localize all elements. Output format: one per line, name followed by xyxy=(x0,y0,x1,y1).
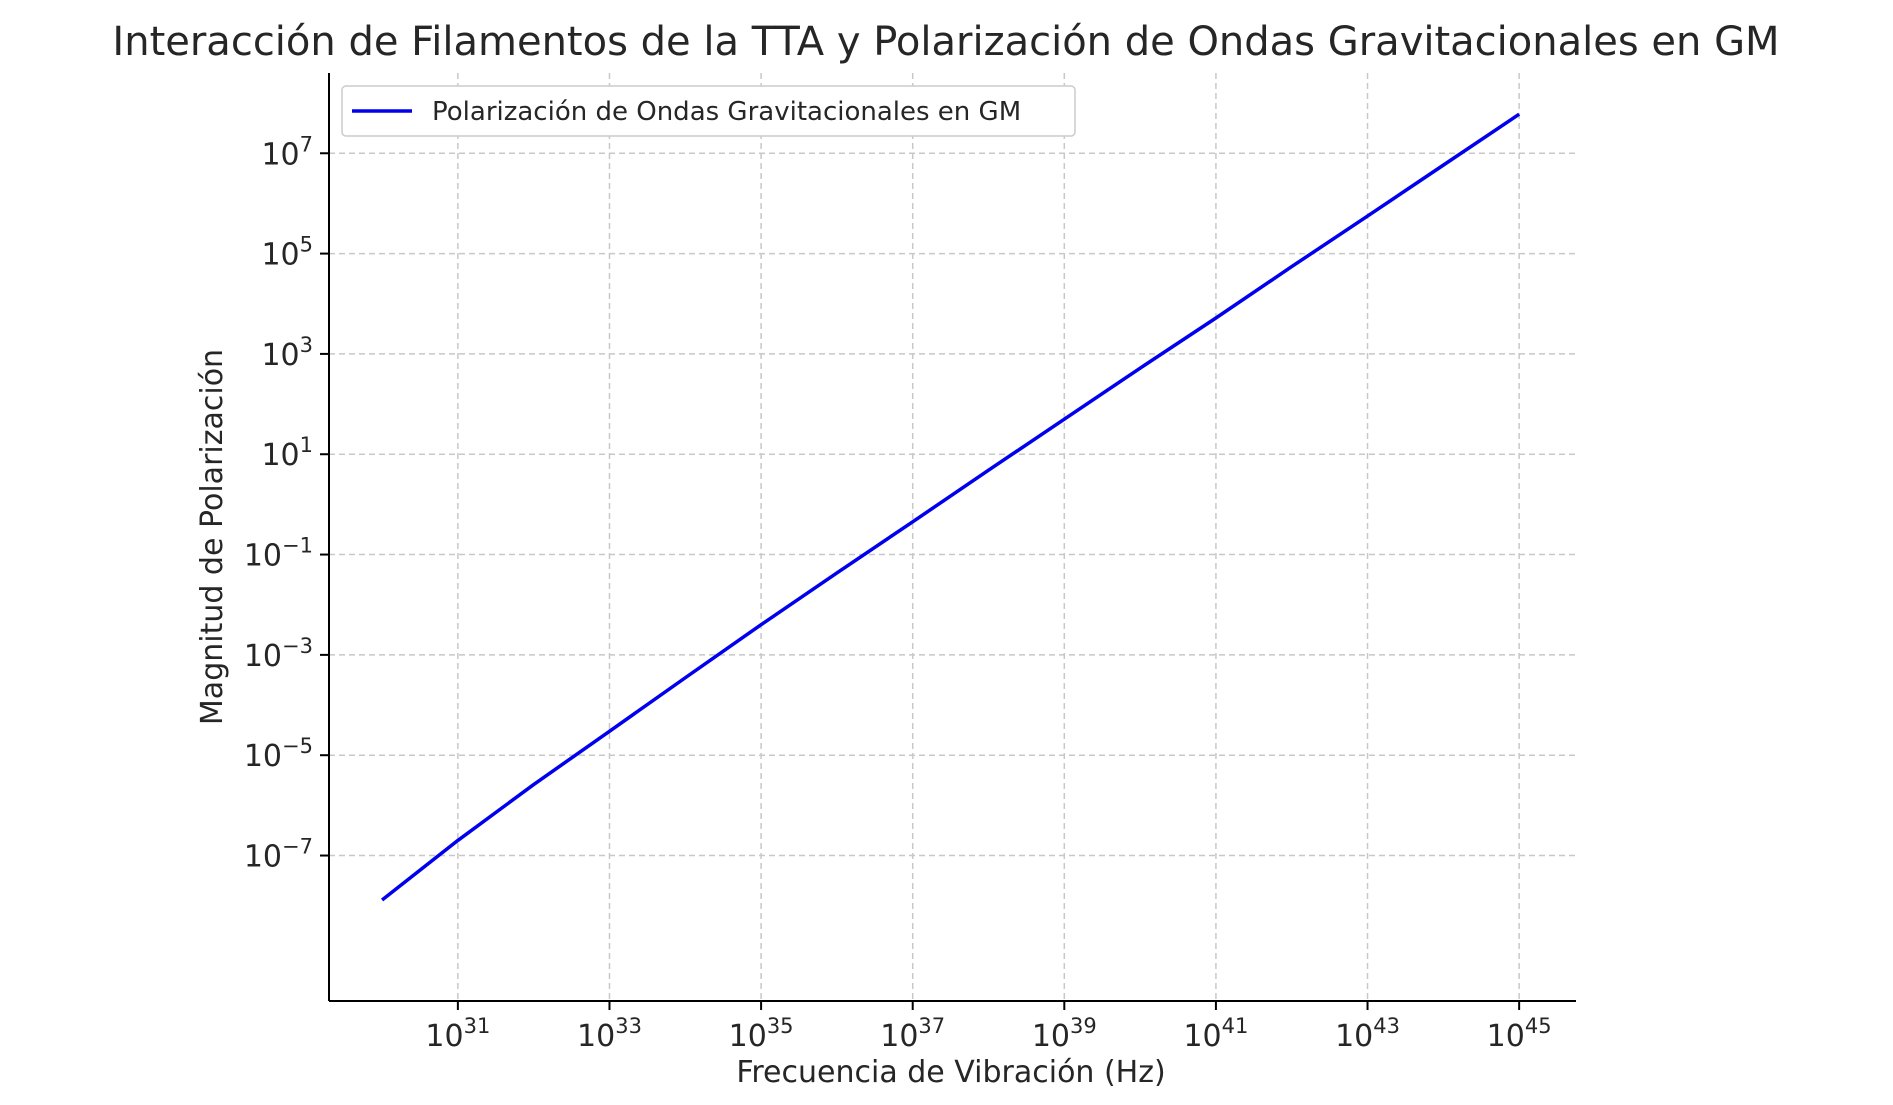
y-tick-label: 101 xyxy=(261,433,313,473)
x-tick-base: 10 xyxy=(425,1019,463,1054)
legend-label: Polarización de Ondas Gravitacionales en… xyxy=(432,97,1021,127)
y-tick-base: 10 xyxy=(244,539,282,574)
y-tick-base: 10 xyxy=(261,137,299,172)
y-tick-exponent: 1 xyxy=(300,433,313,457)
x-tick-label: 1035 xyxy=(729,1014,794,1054)
y-tick-base: 10 xyxy=(244,739,282,774)
y-tick-exponent: 7 xyxy=(300,132,313,156)
x-tick-label: 1037 xyxy=(880,1014,945,1054)
y-tick-base: 10 xyxy=(261,338,299,373)
chart-title: Interacción de Filamentos de la TTA y Po… xyxy=(112,19,1779,65)
y-tick-exponent: −5 xyxy=(282,734,313,758)
x-tick-base: 10 xyxy=(1032,1019,1070,1054)
y-tick-label: 107 xyxy=(261,132,313,172)
x-tick-base: 10 xyxy=(1487,1019,1525,1054)
x-tick-exponent: 37 xyxy=(918,1014,945,1038)
series-layer xyxy=(380,112,1521,902)
x-tick-label: 1039 xyxy=(1032,1014,1097,1054)
y-tick-label: 10−1 xyxy=(244,534,313,574)
x-tick-exponent: 33 xyxy=(615,1014,642,1038)
x-tick-base: 10 xyxy=(880,1019,918,1054)
x-tick-exponent: 39 xyxy=(1070,1014,1097,1038)
x-tick-label: 1045 xyxy=(1487,1014,1552,1054)
x-tick-label: 1031 xyxy=(425,1014,490,1054)
y-tick-exponent: −1 xyxy=(282,534,313,558)
series-line xyxy=(380,112,1521,902)
x-tick-base: 10 xyxy=(1335,1019,1373,1054)
y-axis-label: Magnitud de Polarización xyxy=(195,349,230,725)
y-tick-exponent: −3 xyxy=(282,634,313,658)
x-tick-label: 1043 xyxy=(1335,1014,1400,1054)
y-tick-exponent: 3 xyxy=(300,333,313,357)
x-tick-exponent: 35 xyxy=(767,1014,794,1038)
y-tick-label: 10−5 xyxy=(244,734,313,774)
x-tick-label: 1041 xyxy=(1183,1014,1248,1054)
y-tick-base: 10 xyxy=(244,639,282,674)
y-tick-label: 105 xyxy=(261,233,313,273)
y-tick-base: 10 xyxy=(261,238,299,273)
y-tick-exponent: −7 xyxy=(282,835,313,859)
y-tick-label: 103 xyxy=(261,333,313,373)
legend-box xyxy=(341,85,1076,137)
x-tick-exponent: 43 xyxy=(1373,1014,1400,1038)
y-tick-base: 10 xyxy=(261,438,299,473)
x-tick-base: 10 xyxy=(1183,1019,1221,1054)
grid xyxy=(329,73,1576,1001)
y-tick-exponent: 5 xyxy=(300,233,313,257)
x-tick-layer: 1031 1033 1035 1037 1039 1041 1043 1045 xyxy=(425,1001,1552,1054)
x-tick-exponent: 31 xyxy=(464,1014,491,1038)
y-tick-label: 10−7 xyxy=(244,835,313,875)
x-tick-base: 10 xyxy=(729,1019,767,1054)
y-tick-label: 10−3 xyxy=(244,634,313,674)
legend: Polarización de Ondas Gravitacionales en… xyxy=(341,85,1076,137)
x-tick-base: 10 xyxy=(577,1019,615,1054)
y-tick-base: 10 xyxy=(244,840,282,875)
x-tick-exponent: 41 xyxy=(1222,1014,1249,1038)
x-tick-label: 1033 xyxy=(577,1014,642,1054)
x-axis-label: Frecuencia de Vibración (Hz) xyxy=(736,1055,1165,1090)
x-tick-exponent: 45 xyxy=(1525,1014,1552,1038)
